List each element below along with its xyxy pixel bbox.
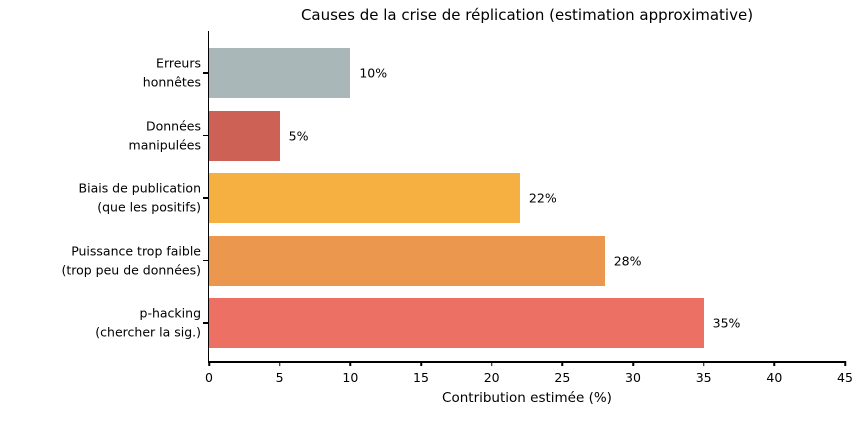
- category-label: p-hacking (chercher la sig.): [1, 304, 201, 343]
- x-tick-label: 0: [205, 370, 213, 385]
- x-tick: [561, 361, 564, 366]
- bar: [209, 173, 520, 223]
- plot-area: 10% Erreurs honnêtes 5% Données manipulées 22%…: [61, 31, 853, 385]
- bar: [209, 298, 704, 348]
- category-label-line: (trop peu de données): [61, 262, 201, 278]
- category-label: Données manipulées: [1, 116, 201, 155]
- category-label-line: Données: [145, 118, 201, 134]
- bar-value-label: 35%: [712, 315, 741, 331]
- bar-value-label: 28%: [613, 253, 642, 268]
- category-label: Biais de publication (que les positifs): [1, 179, 201, 218]
- bar-value-label: 10%: [359, 65, 388, 81]
- category-label-line: (chercher la sig.): [95, 325, 201, 340]
- y-tick: [202, 322, 208, 324]
- x-tick-label: 15: [413, 370, 429, 385]
- category-label-line: p-hacking: [139, 305, 201, 321]
- chart-title: Causes de la crise de réplication (estim…: [300, 6, 754, 24]
- bar-value-label: 5%: [288, 128, 309, 143]
- x-tick-label: 30: [625, 370, 641, 385]
- bar: [209, 48, 351, 98]
- x-tick-label: 5: [275, 370, 284, 385]
- x-tick-label: 40: [766, 370, 783, 385]
- bar-value-label: 22%: [528, 190, 557, 206]
- category-label-line: Biais de publication: [78, 180, 201, 196]
- x-tick: [773, 361, 776, 366]
- x-tick: [420, 361, 422, 366]
- x-tick: [349, 361, 352, 366]
- x-tick: [844, 361, 846, 366]
- x-tick-label: 35: [695, 370, 712, 385]
- bar: [209, 110, 280, 161]
- x-tick: [632, 361, 634, 366]
- category-label-line: Erreurs: [156, 55, 201, 71]
- y-tick: [202, 72, 208, 74]
- x-axis-spine: [207, 361, 845, 363]
- category-label-line: (que les positifs): [97, 200, 201, 215]
- bar: [209, 235, 605, 286]
- y-tick: [202, 134, 208, 137]
- x-tick: [278, 361, 281, 366]
- y-tick: [202, 259, 208, 262]
- category-label-line: Puissance trop faible: [71, 243, 201, 259]
- x-tick-label: 45: [837, 370, 853, 385]
- x-tick-label: 25: [554, 370, 571, 385]
- category-label: Erreurs honnêtes: [1, 54, 201, 93]
- x-tick: [490, 361, 493, 366]
- category-label: Puissance trop faible (trop peu de donnée…: [1, 241, 201, 280]
- x-tick-label: 20: [483, 370, 500, 385]
- x-tick: [208, 361, 210, 366]
- y-tick: [202, 197, 208, 199]
- x-tick-label: 10: [342, 370, 359, 385]
- x-tick: [702, 361, 705, 366]
- category-label-line: honnêtes: [142, 75, 201, 90]
- y-axis-spine: [207, 31, 209, 363]
- x-axis-label: Contribution estimée (%): [442, 390, 612, 406]
- category-label-line: manipulées: [128, 137, 201, 153]
